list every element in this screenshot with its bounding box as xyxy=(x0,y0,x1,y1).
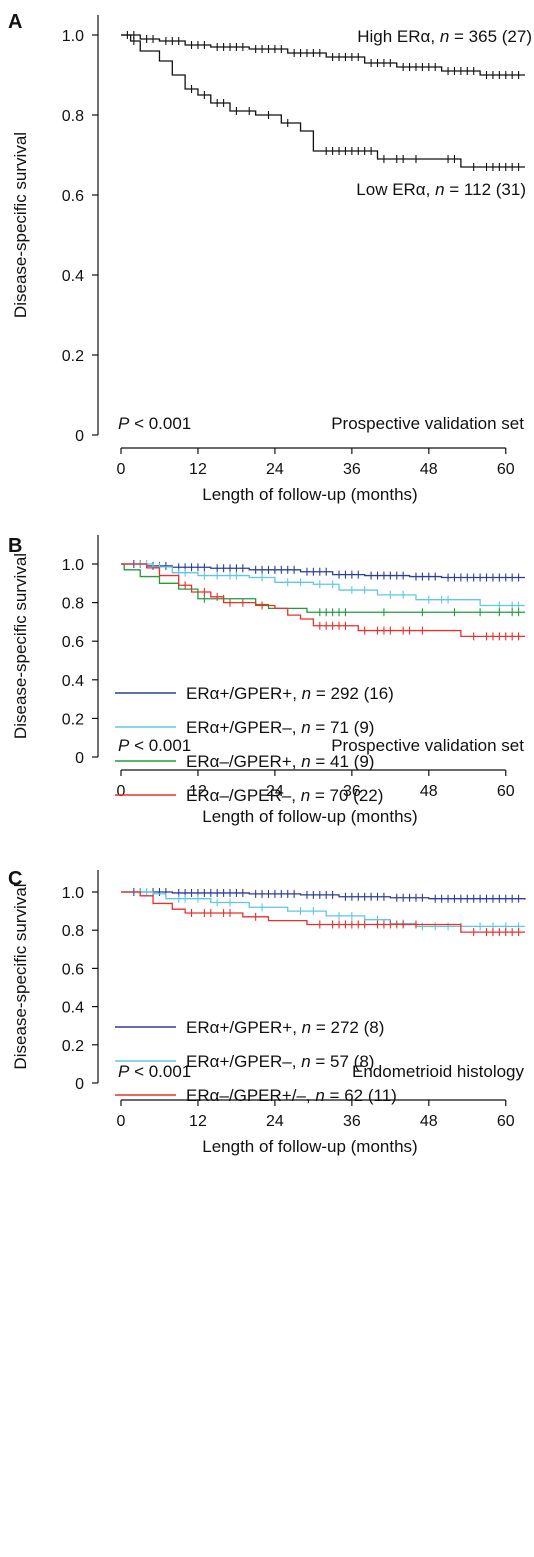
panel-letter: B xyxy=(8,535,22,557)
y-tick-label: 1.0 xyxy=(62,28,84,45)
x-tick-label: 60 xyxy=(497,783,515,800)
x-axis-label: Length of follow-up (months) xyxy=(202,1137,417,1156)
x-tick-label: 24 xyxy=(266,783,284,800)
panel-B: B 0 0.2 0.4 0.6 0.8 1.0 0 12 24 36 48 60 Length of fo… xyxy=(8,535,525,826)
y-tick-label: 0 xyxy=(75,428,84,445)
y-tick-label: 1.0 xyxy=(62,885,84,902)
panel-A: A 0 0.2 0.4 0.6 0.8 1.0 0 12 24 36 48 60 Length of fo… xyxy=(8,11,532,504)
legend-label: ERα–/GPER+/–, n = 62 (11) xyxy=(186,1086,397,1105)
p-value-label: P < 0.001 xyxy=(118,414,191,433)
panel-C: C 0 0.2 0.4 0.6 0.8 1.0 0 12 24 36 48 60 Length of fo… xyxy=(8,868,526,1156)
x-tick-label: 60 xyxy=(497,461,515,478)
x-tick-label: 12 xyxy=(189,1113,207,1130)
x-tick-label: 0 xyxy=(117,783,126,800)
p-value-label: P < 0.001 xyxy=(118,1062,191,1081)
legend-label: ERα+/GPER–, n = 57 (8) xyxy=(186,1052,374,1071)
legend-label: ERα–/GPER+, n = 41 (9) xyxy=(186,752,374,771)
set-label: Prospective validation set xyxy=(331,736,524,755)
y-tick-label: 0.2 xyxy=(62,1038,84,1055)
legend-label: ERα+/GPER–, n = 71 (9) xyxy=(186,718,374,737)
y-tick-label: 0.4 xyxy=(62,1000,84,1017)
y-tick-label: 0.8 xyxy=(62,923,84,940)
series-label-high: High ERα, n = 365 (27) xyxy=(357,27,532,46)
series-line-3 xyxy=(121,563,525,638)
panel-letter: C xyxy=(8,868,22,890)
x-tick-label: 24 xyxy=(266,461,284,478)
series-label-low: Low ERα, n = 112 (31) xyxy=(356,180,526,199)
x-tick-label: 0 xyxy=(117,461,126,478)
x-tick-label: 48 xyxy=(420,783,438,800)
series-line-0 xyxy=(121,34,525,76)
y-tick-label: 0.6 xyxy=(62,961,84,978)
y-axis-label: Disease-specific survival xyxy=(11,132,30,318)
legend-label: ERα+/GPER+, n = 292 (16) xyxy=(186,684,394,703)
set-label: Prospective validation set xyxy=(331,414,524,433)
x-tick-label: 36 xyxy=(343,783,361,800)
x-tick-label: 60 xyxy=(497,1113,515,1130)
p-value-label: P < 0.001 xyxy=(118,736,191,755)
x-axis-label: Length of follow-up (months) xyxy=(202,807,417,826)
legend-label: ERα–/GPER–, n = 70 (22) xyxy=(186,786,383,805)
y-tick-label: 0.2 xyxy=(62,711,84,728)
series-line-1 xyxy=(121,34,525,168)
y-tick-label: 0.4 xyxy=(62,673,84,690)
y-tick-label: 0.6 xyxy=(62,188,84,205)
y-axis-label: Disease-specific survival xyxy=(11,883,30,1069)
series-line-1 xyxy=(121,563,525,607)
y-tick-label: 0 xyxy=(75,1076,84,1093)
y-tick-label: 0.4 xyxy=(62,268,84,285)
series-line-0 xyxy=(121,563,525,579)
x-tick-label: 24 xyxy=(266,1113,284,1130)
y-tick-label: 0 xyxy=(75,750,84,767)
x-tick-label: 12 xyxy=(189,461,207,478)
x-axis-label: Length of follow-up (months) xyxy=(202,485,417,504)
x-tick-label: 48 xyxy=(420,1113,438,1130)
legend-label: ERα+/GPER+, n = 272 (8) xyxy=(186,1018,384,1037)
y-tick-label: 0.8 xyxy=(62,596,84,613)
y-axis-label: Disease-specific survival xyxy=(11,553,30,739)
x-tick-label: 48 xyxy=(420,461,438,478)
panel-letter: A xyxy=(8,11,22,33)
x-tick-label: 12 xyxy=(189,783,207,800)
x-tick-label: 36 xyxy=(343,1113,361,1130)
set-label: Endometrioid histology xyxy=(352,1062,524,1081)
x-tick-label: 0 xyxy=(117,1113,126,1130)
x-tick-label: 36 xyxy=(343,461,361,478)
y-tick-label: 0.2 xyxy=(62,348,84,365)
y-tick-label: 0.6 xyxy=(62,634,84,651)
y-tick-label: 0.8 xyxy=(62,108,84,125)
y-tick-label: 1.0 xyxy=(62,557,84,574)
